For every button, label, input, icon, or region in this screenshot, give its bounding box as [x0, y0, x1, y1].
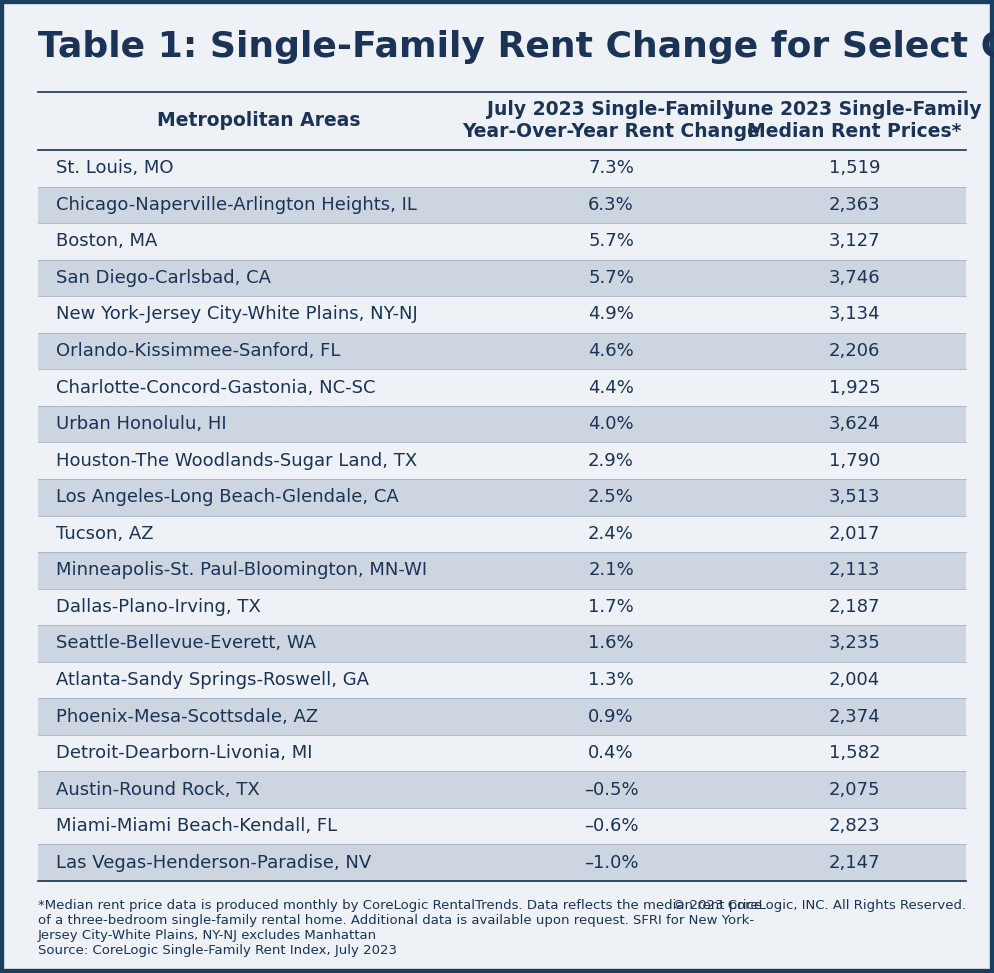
- Text: 1,790: 1,790: [829, 451, 881, 470]
- Text: 2,113: 2,113: [829, 561, 881, 579]
- Text: Table 1: Single-Family Rent Change for Select Geographical Areas: Table 1: Single-Family Rent Change for S…: [38, 30, 994, 64]
- Text: 2,823: 2,823: [829, 817, 881, 835]
- Text: *Median rent price data is produced monthly by CoreLogic RentalTrends. Data refl: *Median rent price data is produced mont…: [38, 899, 762, 957]
- Text: 1,519: 1,519: [829, 160, 881, 177]
- Text: San Diego-Carlsbad, CA: San Diego-Carlsbad, CA: [56, 269, 271, 287]
- Text: Atlanta-Sandy Springs-Roswell, GA: Atlanta-Sandy Springs-Roswell, GA: [56, 671, 369, 689]
- Text: 3,513: 3,513: [829, 488, 881, 506]
- Text: 0.4%: 0.4%: [588, 744, 634, 762]
- Bar: [38, 772, 966, 808]
- Text: 2.9%: 2.9%: [588, 451, 634, 470]
- Text: 0.9%: 0.9%: [588, 707, 634, 726]
- Text: 6.3%: 6.3%: [588, 196, 634, 214]
- Bar: [38, 406, 966, 443]
- Bar: [38, 187, 966, 223]
- Bar: [38, 845, 966, 881]
- Text: 2,206: 2,206: [829, 342, 881, 360]
- Text: Miami-Miami Beach-Kendall, FL: Miami-Miami Beach-Kendall, FL: [56, 817, 337, 835]
- Text: 3,134: 3,134: [829, 306, 881, 323]
- Text: Urban Honolulu, HI: Urban Honolulu, HI: [56, 415, 227, 433]
- Text: Detroit-Dearborn-Livonia, MI: Detroit-Dearborn-Livonia, MI: [56, 744, 312, 762]
- Text: © 2023 CoreLogic, INC. All Rights Reserved.: © 2023 CoreLogic, INC. All Rights Reserv…: [672, 899, 966, 912]
- Text: June 2023 Single-Family
Median Rent Prices*: June 2023 Single-Family Median Rent Pric…: [728, 100, 982, 141]
- Text: Minneapolis-St. Paul-Bloomington, MN-WI: Minneapolis-St. Paul-Bloomington, MN-WI: [56, 561, 427, 579]
- Text: 5.7%: 5.7%: [588, 233, 634, 250]
- Text: 4.9%: 4.9%: [588, 306, 634, 323]
- Text: Boston, MA: Boston, MA: [56, 233, 157, 250]
- Text: Houston-The Woodlands-Sugar Land, TX: Houston-The Woodlands-Sugar Land, TX: [56, 451, 417, 470]
- Text: 3,127: 3,127: [829, 233, 881, 250]
- Text: Phoenix-Mesa-Scottsdale, AZ: Phoenix-Mesa-Scottsdale, AZ: [56, 707, 318, 726]
- Text: Orlando-Kissimmee-Sanford, FL: Orlando-Kissimmee-Sanford, FL: [56, 342, 340, 360]
- Text: 1,582: 1,582: [829, 744, 881, 762]
- Text: 7.3%: 7.3%: [588, 160, 634, 177]
- Text: 2,075: 2,075: [829, 780, 881, 799]
- Text: 4.6%: 4.6%: [588, 342, 634, 360]
- Text: Austin-Round Rock, TX: Austin-Round Rock, TX: [56, 780, 259, 799]
- Text: Seattle-Bellevue-Everett, WA: Seattle-Bellevue-Everett, WA: [56, 634, 316, 653]
- Bar: [38, 552, 966, 589]
- Text: 2,187: 2,187: [829, 597, 881, 616]
- Text: 3,746: 3,746: [829, 269, 881, 287]
- Text: 3,235: 3,235: [829, 634, 881, 653]
- Text: 1.3%: 1.3%: [588, 671, 634, 689]
- Text: Chicago-Naperville-Arlington Heights, IL: Chicago-Naperville-Arlington Heights, IL: [56, 196, 416, 214]
- Bar: [38, 260, 966, 296]
- Text: Las Vegas-Henderson-Paradise, NV: Las Vegas-Henderson-Paradise, NV: [56, 853, 371, 872]
- Text: Metropolitan Areas: Metropolitan Areas: [157, 112, 360, 130]
- Text: 1,925: 1,925: [829, 378, 881, 397]
- Text: 2.1%: 2.1%: [588, 561, 634, 579]
- Text: 2.5%: 2.5%: [588, 488, 634, 506]
- Text: 1.7%: 1.7%: [588, 597, 634, 616]
- Text: 5.7%: 5.7%: [588, 269, 634, 287]
- Text: 2,363: 2,363: [829, 196, 881, 214]
- Text: 4.4%: 4.4%: [588, 378, 634, 397]
- Text: Los Angeles-Long Beach-Glendale, CA: Los Angeles-Long Beach-Glendale, CA: [56, 488, 399, 506]
- Bar: [38, 333, 966, 370]
- Text: Dallas-Plano-Irving, TX: Dallas-Plano-Irving, TX: [56, 597, 260, 616]
- Text: July 2023 Single-Family
Year-Over-Year Rent Change: July 2023 Single-Family Year-Over-Year R…: [462, 100, 760, 141]
- Text: 2,147: 2,147: [829, 853, 881, 872]
- Bar: [38, 479, 966, 516]
- Text: –1.0%: –1.0%: [583, 853, 638, 872]
- Text: Tucson, AZ: Tucson, AZ: [56, 524, 153, 543]
- Bar: [38, 625, 966, 662]
- Text: Charlotte-Concord-Gastonia, NC-SC: Charlotte-Concord-Gastonia, NC-SC: [56, 378, 376, 397]
- Text: –0.5%: –0.5%: [583, 780, 638, 799]
- Text: 2.4%: 2.4%: [588, 524, 634, 543]
- Text: 2,004: 2,004: [829, 671, 881, 689]
- Text: 1.6%: 1.6%: [588, 634, 634, 653]
- Bar: [38, 699, 966, 735]
- Text: –0.6%: –0.6%: [583, 817, 638, 835]
- Text: 2,017: 2,017: [829, 524, 881, 543]
- Text: 3,624: 3,624: [829, 415, 881, 433]
- Text: 4.0%: 4.0%: [588, 415, 634, 433]
- Text: 2,374: 2,374: [829, 707, 881, 726]
- Text: New York-Jersey City-White Plains, NY-NJ: New York-Jersey City-White Plains, NY-NJ: [56, 306, 417, 323]
- Text: St. Louis, MO: St. Louis, MO: [56, 160, 174, 177]
